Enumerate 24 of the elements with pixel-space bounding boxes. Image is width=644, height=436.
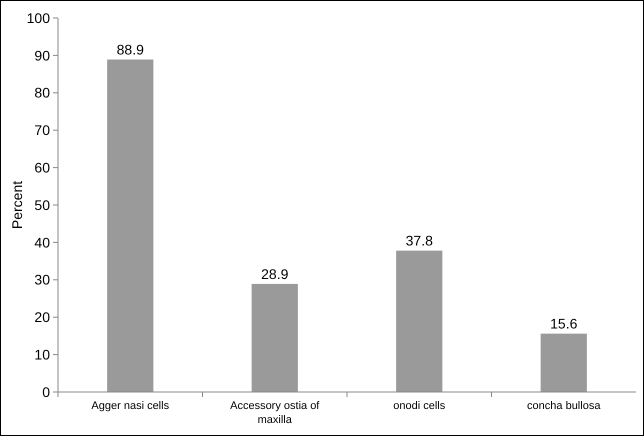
y-tick-label: 70 bbox=[34, 122, 50, 138]
data-label: 88.9 bbox=[116, 42, 144, 58]
x-tick-label: Agger nasi cells bbox=[91, 400, 170, 412]
x-tick-label: onodi cells bbox=[393, 400, 446, 412]
x-tick-label: concha bullosa bbox=[527, 400, 602, 412]
y-tick-label: 40 bbox=[34, 234, 50, 250]
bar bbox=[252, 284, 298, 392]
data-label: 28.9 bbox=[261, 266, 289, 282]
y-tick-label: 80 bbox=[34, 84, 50, 101]
y-tick-label: 20 bbox=[34, 309, 50, 326]
data-label: 37.8 bbox=[406, 232, 434, 249]
bar bbox=[540, 334, 587, 392]
y-tick-label: 90 bbox=[34, 47, 50, 64]
data-label: 15.6 bbox=[550, 316, 578, 332]
y-axis-title: Percent bbox=[9, 180, 25, 230]
y-tick-label: 30 bbox=[34, 272, 50, 288]
y-tick-label: 60 bbox=[34, 160, 50, 176]
y-tick-label: 0 bbox=[42, 384, 50, 400]
bar bbox=[396, 250, 442, 392]
bar bbox=[107, 60, 154, 392]
x-tick-label: Accessory ostia of maxilla bbox=[230, 400, 320, 426]
y-tick-label: 10 bbox=[34, 346, 50, 362]
y-tick-label: 50 bbox=[34, 196, 50, 213]
y-tick-label: 100 bbox=[26, 10, 50, 26]
